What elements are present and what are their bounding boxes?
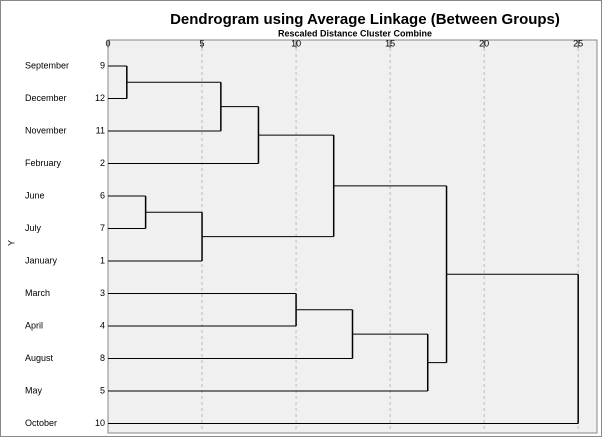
chart-title: Dendrogram using Average Linkage (Betwee… [170,11,560,28]
case-number: 10 [95,418,105,428]
case-number: 4 [100,320,105,330]
case-number: 11 [96,125,105,135]
case-number: 1 [100,255,105,265]
leaf-label: December [25,93,67,103]
leaf-label: June [25,190,45,200]
case-number: 7 [100,223,105,233]
case-number: 9 [100,60,105,70]
leaf-label: February [25,158,62,168]
leaf-label: January [25,255,58,265]
case-number: 12 [95,93,105,103]
leaf-label: October [25,418,57,428]
leaf-label: August [25,353,54,363]
chart-subtitle: Rescaled Distance Cluster Combine [278,28,432,38]
leaf-label: September [25,60,69,70]
case-number: 2 [100,158,105,168]
leaf-label: July [25,223,42,233]
leaf-label: March [25,288,50,298]
case-number: 3 [100,288,105,298]
case-number: 8 [100,353,105,363]
leaf-label: April [25,320,43,330]
case-number: 6 [100,190,105,200]
leaf-label: November [25,125,67,135]
case-number: 5 [100,385,105,395]
leaf-label: May [25,385,43,395]
y-axis-label: Y [6,240,16,246]
plot-area [107,39,598,434]
